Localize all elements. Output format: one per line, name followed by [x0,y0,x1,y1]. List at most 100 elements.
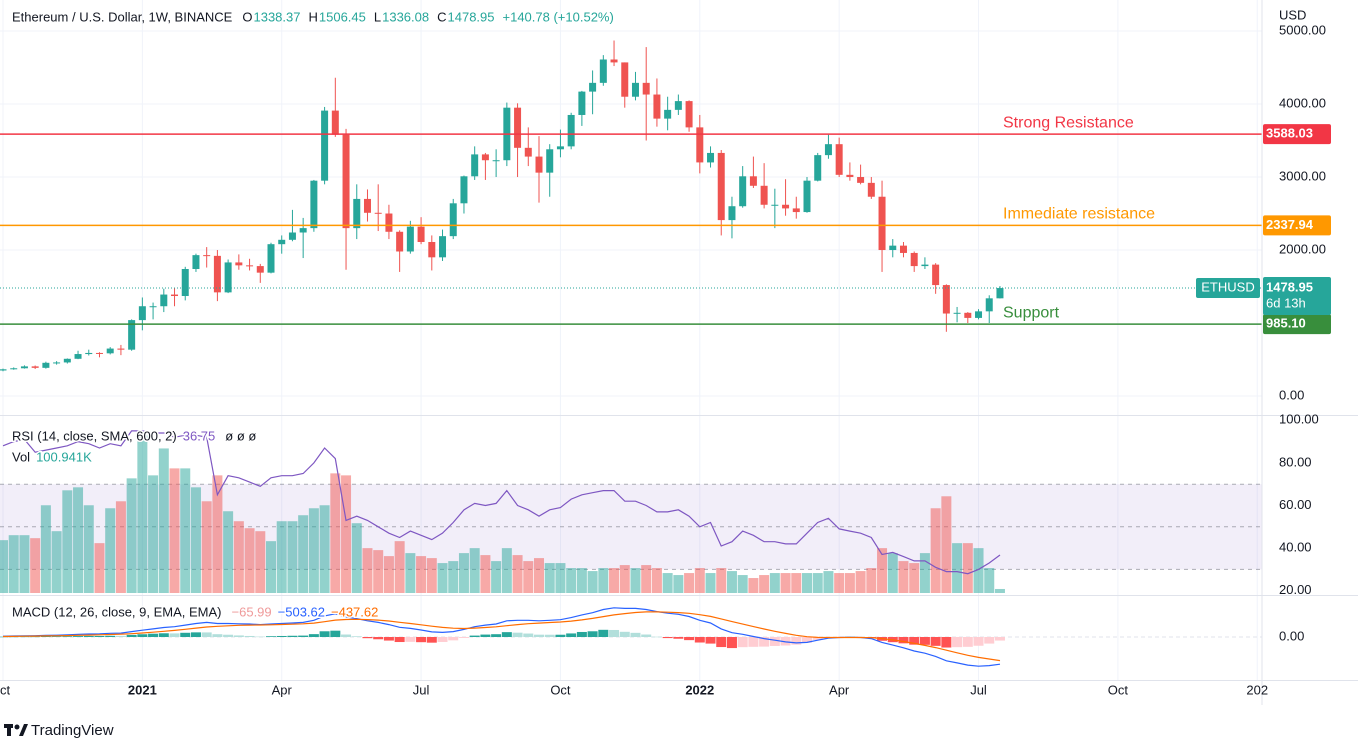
volume-bar [180,468,191,593]
symbol-tag [1196,278,1260,299]
macd-histogram-bar [190,632,201,638]
volume-value: 100.941K [36,449,92,464]
volume-bar [298,515,309,593]
ohlc-value: 1338.37 [253,9,300,24]
volume-bar [351,523,362,593]
y-tick-label: 0.00 [1279,628,1304,643]
candle-body [889,245,897,251]
y-tick-label: 40.00 [1279,540,1312,555]
macd-histogram-bar [662,637,673,639]
x-tick-label: 202 [1246,682,1268,697]
volume-bar [416,556,427,593]
candle-body [546,149,554,173]
candle-body [278,239,286,245]
macd-histogram-bar [587,631,598,638]
candle-body [53,362,61,364]
volume-bar [802,573,812,593]
candle-body [417,226,425,242]
volume-bar [158,448,169,593]
x-tick-label: Oct [550,682,571,697]
macd-histogram-bar [223,634,234,638]
macd-histogram-bar [115,635,126,638]
candle-body [149,306,157,308]
symbol-tag-label: ETHUSD [1201,279,1254,294]
macd-histogram-bar [180,632,191,638]
macd-histogram-bar [233,635,244,638]
plot-area [0,0,1262,680]
volume-bar [94,543,105,593]
macd-histogram-bar [555,634,566,638]
candle-body [899,245,907,253]
volume-bar [544,563,555,593]
volume-bar [791,573,802,593]
macd-histogram-bar [984,637,995,644]
macd-histogram-bar [319,631,330,638]
volume-bar [223,511,234,593]
volume-bar [148,475,159,593]
candle-body [246,265,254,267]
volume-bar [694,568,705,593]
candle-body [492,160,500,162]
candle-body [321,110,329,181]
macd-histogram-bar [619,631,630,638]
macd-histogram-bar [212,634,223,638]
macd-histogram-bar [716,637,727,648]
macd-histogram-bar [705,637,716,644]
volume-bar [426,558,437,593]
macd-histogram-bar [512,632,523,638]
macd-histogram-bar [426,637,437,643]
volume-bar [566,568,577,593]
volume-bar [523,561,534,593]
macd-histogram-bar [437,637,448,642]
macd-histogram-bar [769,637,780,646]
volume-bar [19,535,30,593]
candle-body [256,266,264,273]
price-tag-label: 1478.95 [1266,279,1313,294]
volume-bar [448,561,459,593]
volume-bar [855,571,866,593]
macd-histogram-bar [480,634,491,638]
candle-body [717,152,725,221]
volume-bar [887,553,898,593]
volume-bar [73,487,84,593]
macd-histogram-bar [126,634,137,638]
candle-body [471,154,479,177]
x-tick-label: Apr [829,682,850,697]
candle-body [653,94,661,119]
volume-bar [705,573,716,593]
y-tick-label: 4000.00 [1279,95,1326,110]
x-tick-label: Apr [272,682,293,697]
candle-body [203,255,211,257]
ohlc-value: 1506.45 [319,9,366,24]
candle-body [160,294,168,307]
candle-body [428,241,436,258]
volume-bar [115,501,126,593]
volume-bar [244,528,255,593]
rsi-line [2,430,1001,575]
x-tick-label: Jul [413,682,430,697]
level-label: Immediate resistance [1003,206,1155,223]
level-tag [1263,124,1331,145]
candle-body [610,59,618,63]
candle-body [0,369,7,371]
x-tick-label: Jul [970,682,987,697]
macd-histogram-bar [491,634,502,638]
candle-body [621,62,629,97]
currency-label: USD [1279,7,1306,22]
y-tick-label: 5000.00 [1279,22,1326,37]
volume-bar [287,521,298,593]
volume-bar [30,538,41,593]
volume-bar [480,555,491,593]
price-tag [1263,277,1331,316]
candle-body [674,101,682,110]
candle-body [792,208,800,213]
volume-bar [555,563,566,593]
macd-histogram-bar [673,637,684,639]
candle-body [964,312,972,318]
volume-bar [491,561,502,593]
volume-bar [212,475,223,593]
macd-histogram-bar [994,637,1005,641]
macd-histogram-bar [534,634,544,638]
macd-histogram-bar [137,634,148,638]
candle-body [589,82,597,92]
